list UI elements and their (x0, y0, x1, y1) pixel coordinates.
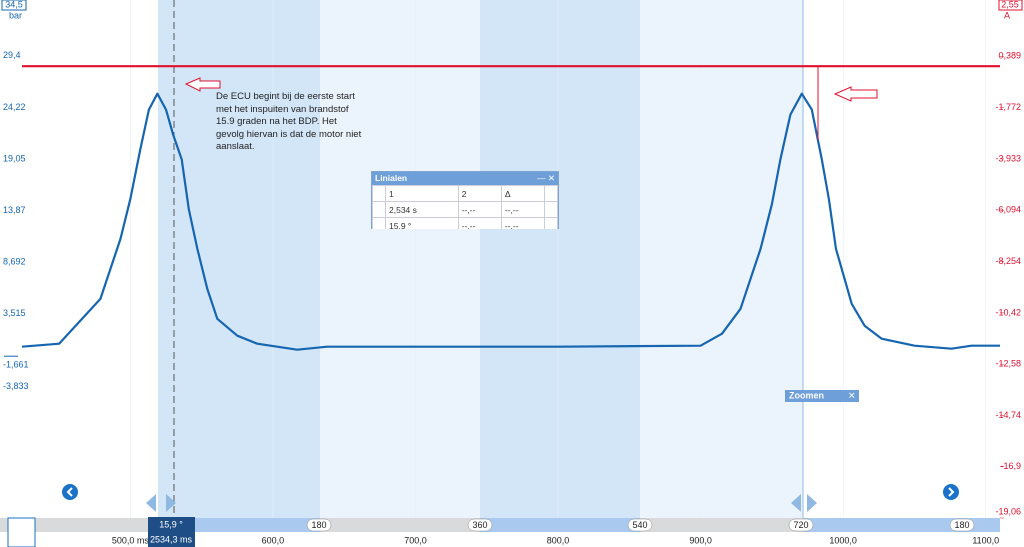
annotation-box: De ECU begint bij de eerste start met he… (216, 91, 362, 153)
x-tick-label: 1000,0 (829, 535, 857, 545)
cursor-box (148, 517, 195, 547)
x-tick-label: 700,0 (404, 535, 427, 545)
y-tick-label: 13,87 (3, 205, 26, 215)
cell: --,-- (500, 217, 546, 229)
rulers-window[interactable]: Linialen — ✕ 1 2 Δ2,534 s --,-- --,--15,9 ° --… (371, 171, 559, 229)
cell: --,-- (500, 201, 546, 218)
angle-pill (467, 518, 493, 532)
angle-pill (627, 518, 653, 532)
band (158, 0, 320, 518)
angle-label: 360 (472, 520, 487, 530)
x-tick-label: 1100,0 (972, 535, 999, 545)
y2-tick-label: -14,74 (995, 410, 1021, 420)
nav-right[interactable] (943, 484, 959, 500)
band (640, 0, 803, 518)
y2-tick-label: -19,06 (995, 506, 1021, 516)
y-tick-label: 3,515 (3, 308, 26, 318)
rulers-title: Linialen (375, 173, 408, 183)
y-range-label: 34,5 (5, 0, 23, 9)
cell (544, 201, 558, 218)
x-tick-label: 600,0 (262, 535, 285, 545)
ruler-row: 2,534 s --,-- --,-- (372, 201, 558, 218)
annotation: De ECU begint bij de eerste start met he… (216, 91, 362, 153)
cell: 2 (457, 185, 502, 202)
angle-segment (480, 518, 640, 532)
y2-tick-label: -10,42 (995, 307, 1021, 317)
band (320, 0, 480, 518)
zoom-widget[interactable]: Zoomen ✕ (785, 390, 859, 402)
y2-tick-label: -6,094 (995, 205, 1021, 215)
angle-label: 720 (793, 520, 808, 530)
arrow (833, 86, 878, 102)
cell: Δ (500, 185, 546, 202)
y2-tick-label: 0,389 (998, 51, 1021, 61)
y2-tick-label: -3,933 (995, 153, 1021, 163)
cell (372, 185, 386, 202)
cell (544, 217, 558, 229)
y-unit: bar (9, 10, 22, 20)
zoom-label: Zoomen (789, 390, 824, 400)
y2-range-label: 2,55 (1001, 0, 1019, 9)
cell: 2,534 s (385, 201, 459, 218)
cell: 1 (385, 185, 459, 202)
ruler-row: 15,9 ° --,-- --,-- (372, 217, 558, 229)
y-tick-label: 24,22 (3, 102, 26, 112)
angle-segment (803, 518, 1000, 532)
x-tick-label: 800,0 (547, 535, 570, 545)
y2-range-box (998, 0, 1023, 11)
band (480, 0, 640, 518)
nav-left[interactable] (62, 484, 78, 500)
cursor-time: 2534,3 ms (150, 534, 193, 544)
rulers-title-bar: Linialen — ✕ (372, 172, 558, 185)
x-tick-label: 900,0 (689, 535, 712, 545)
y-range-box (1, 0, 27, 11)
series-line (21, 92, 1000, 351)
cell: 15,9 ° (385, 217, 459, 229)
y-tick-label: -3,833 (3, 381, 29, 391)
angle-pill (949, 518, 975, 532)
zoom-close[interactable]: ✕ (848, 390, 856, 400)
x-tick-label: 500,0 ms (112, 535, 150, 545)
zoom-bar (785, 390, 859, 402)
rulers: Linialen — ✕ 1 2 Δ 2,534 s --,-- --,-- 15,9 ° --… (371, 171, 559, 229)
y-tick-label: 19,05 (3, 153, 26, 163)
angle-label: 180 (311, 520, 326, 530)
angle-pill (306, 518, 332, 532)
y2-tick-label: -16,9 (1000, 461, 1021, 471)
y-tick-label: -1,661 (3, 360, 29, 370)
y2-tick-label: -12,58 (995, 359, 1021, 369)
close[interactable]: — ✕ (537, 173, 555, 183)
cursor-angle: 15,9 ° (159, 519, 183, 529)
y-tick-label: 8,692 (3, 256, 26, 266)
y2-tick-label: -1,772 (995, 102, 1021, 112)
cell (372, 217, 386, 229)
cell: --,-- (457, 201, 502, 218)
arrow (184, 77, 221, 92)
angle-label: 180 (954, 520, 969, 530)
handle[interactable] (7, 517, 36, 547)
cell: --,-- (457, 217, 502, 229)
rulers-table: 1 2 Δ 2,534 s --,-- --,-- 15,9 ° --,-- --,-- (372, 185, 558, 229)
cell (372, 201, 386, 218)
angle-label: 540 (632, 520, 647, 530)
angle-pill (788, 518, 814, 532)
y2-unit: A (1004, 10, 1010, 20)
angle-segment (158, 518, 320, 532)
y-tick-label: 29,4 (3, 50, 21, 60)
y2-tick-label: -8,254 (995, 256, 1021, 266)
cell (544, 185, 558, 202)
